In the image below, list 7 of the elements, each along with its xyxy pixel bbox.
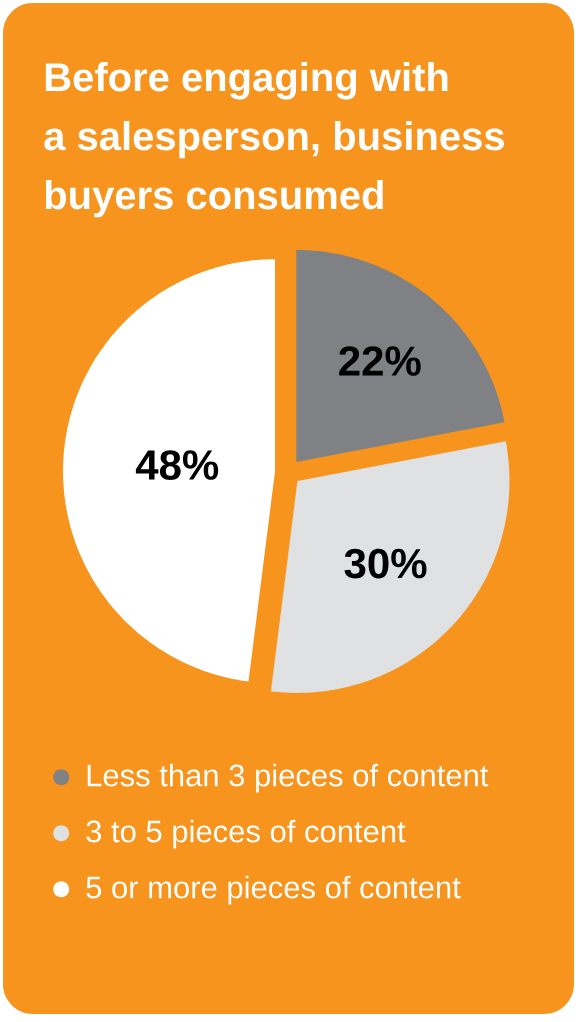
data-label: 30% bbox=[344, 548, 427, 579]
legend-label: Less than 3 pieces of content bbox=[87, 763, 489, 793]
chart-title: Before engaging with a salesperson, business buyers consumed bbox=[44, 62, 504, 218]
legend-label: 3 to 5 pieces of content bbox=[86, 819, 406, 849]
data-label: 48% bbox=[135, 450, 219, 480]
legend-label: 5 or more pieces of content bbox=[86, 875, 461, 905]
data-label: 22% bbox=[339, 346, 421, 376]
